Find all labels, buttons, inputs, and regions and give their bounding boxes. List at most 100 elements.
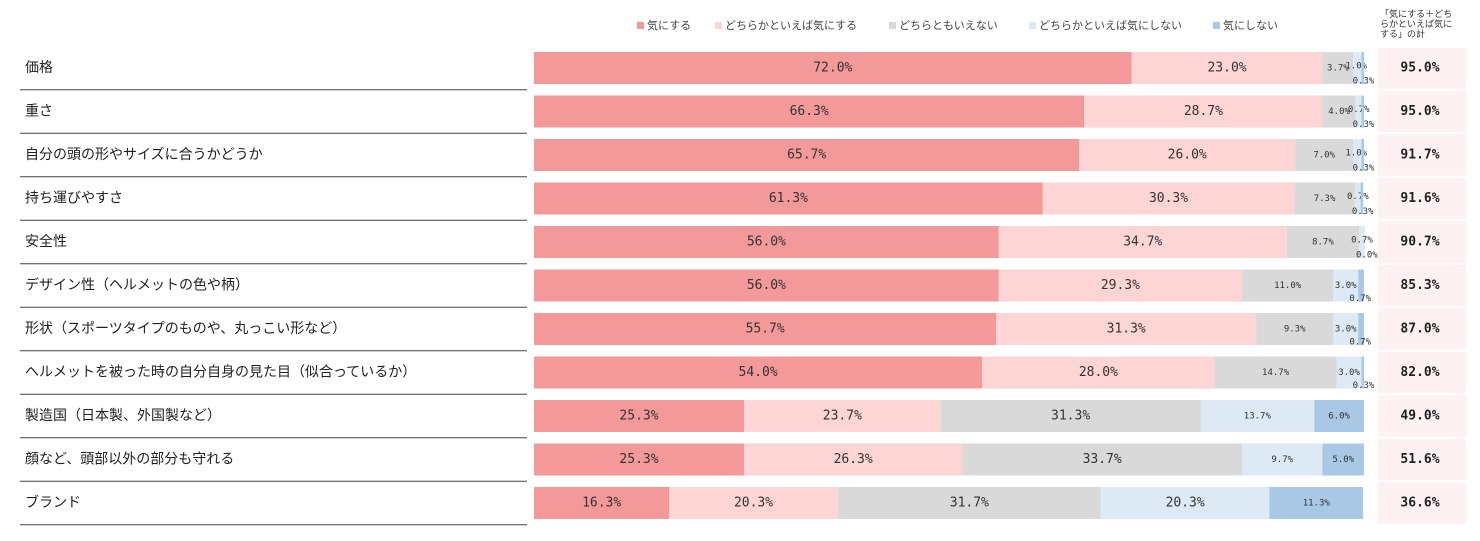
total-header: 「気にする＋どちらかといえば気にする」の計 — [1380, 10, 1453, 40]
value-label: 56.0% — [747, 278, 786, 293]
legend-swatch — [637, 22, 644, 29]
category-label: 価格 — [25, 60, 53, 76]
legend-swatch — [715, 22, 722, 29]
value-label: 33.7% — [1083, 452, 1122, 467]
bar-segment — [1333, 269, 1359, 302]
value-label: 0.3% — [1353, 77, 1375, 87]
category-label: 顔など、頭部以外の部分も守れる — [25, 452, 234, 468]
bar-segment — [534, 313, 997, 345]
value-label: 9.3% — [1284, 325, 1306, 335]
bar-segment — [534, 487, 670, 519]
value-label: 8.7% — [1312, 238, 1334, 248]
bar-segment — [534, 356, 983, 389]
legend-swatch — [1029, 22, 1036, 29]
bar-segment — [1354, 182, 1361, 215]
bar-segment — [1100, 487, 1270, 519]
bar-segment — [1295, 139, 1354, 171]
bar-segment — [534, 139, 1080, 171]
value-label: 0.3% — [1353, 164, 1375, 174]
bar-segment — [1286, 226, 1360, 258]
value-label: 31.3% — [1051, 409, 1090, 424]
value-label: 31.7% — [950, 496, 989, 511]
value-label: 1.0% — [1345, 62, 1367, 72]
total-label: 49.0% — [1400, 409, 1439, 424]
total-label: 87.0% — [1400, 322, 1439, 337]
value-label: 0.7% — [1351, 236, 1373, 246]
value-label: 5.0% — [1332, 455, 1354, 465]
bar-segment — [1241, 443, 1323, 476]
bar-segment — [1355, 95, 1362, 128]
total-label: 95.0% — [1400, 104, 1439, 119]
value-label: 9.7% — [1271, 455, 1293, 465]
category-label: 持ち運びやすさ — [25, 191, 123, 207]
bar-segment — [534, 269, 999, 302]
bar-segment — [1322, 443, 1364, 476]
bar-segment — [669, 487, 838, 519]
value-label: 28.7% — [1184, 104, 1223, 119]
bar-segment — [1353, 139, 1362, 171]
bar-segment — [1079, 139, 1296, 171]
category-label: デザイン性（ヘルメットの色や柄） — [25, 277, 249, 294]
legend-label: 気にする — [647, 18, 691, 32]
value-label: 28.0% — [1079, 365, 1118, 380]
bar-segment — [1336, 356, 1362, 389]
bar-segment — [1322, 52, 1354, 84]
bar-segment — [1353, 52, 1362, 84]
bar-segment — [996, 313, 1257, 345]
total-label: 90.7% — [1400, 235, 1439, 250]
value-label: 26.3% — [834, 452, 873, 467]
category-label: 形状（スポーツタイプのものや、丸っこい形など） — [25, 321, 346, 337]
value-label: 13.7% — [1244, 412, 1272, 422]
value-label: 72.0% — [813, 61, 852, 76]
value-label: 31.3% — [1107, 322, 1146, 337]
category-label: ヘルメットを被った時の自分自身の見た目（似合っているか） — [25, 365, 416, 381]
bar-segment — [534, 182, 1043, 215]
category-label: 製造国（日本製、外国製など） — [25, 408, 221, 424]
value-label: 4.0% — [1328, 107, 1350, 117]
value-label: 1.0% — [1345, 149, 1367, 159]
total-label: 91.6% — [1400, 191, 1439, 206]
total-label: 36.6% — [1400, 496, 1439, 511]
bar-segment — [1084, 95, 1323, 128]
value-label: 3.0% — [1338, 368, 1360, 378]
total-label: 51.6% — [1400, 452, 1439, 467]
value-label: 66.3% — [790, 104, 829, 119]
bar-segment — [534, 52, 1132, 84]
bar-segment — [743, 400, 941, 432]
value-label: 20.3% — [1166, 496, 1205, 511]
value-label: 3.0% — [1335, 281, 1357, 291]
legend-label: 気にしない — [1223, 18, 1278, 32]
bar-segment — [1214, 356, 1337, 389]
total-label: 91.7% — [1400, 148, 1439, 163]
value-label: 0.7% — [1348, 105, 1370, 115]
bar-segment — [1314, 400, 1364, 432]
value-label: 7.3% — [1314, 194, 1336, 204]
value-label: 34.7% — [1123, 235, 1162, 250]
total-column-bg — [1378, 48, 1466, 526]
value-label: 55.7% — [746, 322, 785, 337]
bar-segment — [1361, 95, 1364, 128]
category-label: 重さ — [25, 104, 53, 120]
category-label: ブランド — [25, 494, 81, 511]
bar-segment — [1256, 313, 1334, 345]
bar-segment — [1358, 269, 1364, 302]
value-label: 14.7% — [1262, 368, 1290, 378]
bar-segment — [998, 226, 1287, 258]
bar-segment — [1360, 182, 1364, 215]
category-label: 安全性 — [25, 233, 67, 250]
bar-segment — [534, 443, 744, 476]
value-label: 0.7% — [1349, 294, 1371, 304]
bar-segment — [534, 95, 1085, 128]
value-label: 29.3% — [1101, 278, 1140, 293]
bar-segment — [534, 226, 999, 258]
legend-swatch — [889, 22, 896, 29]
value-label: 16.3% — [582, 496, 621, 511]
bar-segment — [1241, 269, 1334, 302]
bar-segment — [1131, 52, 1323, 84]
bar-segment — [982, 356, 1215, 389]
value-label: 25.3% — [619, 452, 658, 467]
category-label: 自分の頭の形やサイズに合うかどうか — [25, 147, 263, 163]
legend-label: どちらともいえない — [899, 19, 998, 32]
